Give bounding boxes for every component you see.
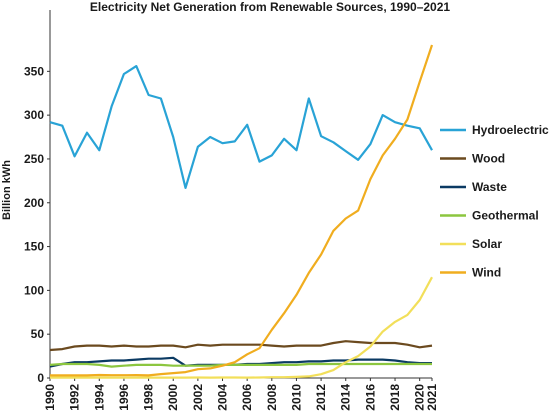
- y-tick-label: 0: [37, 371, 44, 385]
- y-axis-label: Billion kWh: [1, 160, 13, 220]
- series-line: [50, 276, 433, 379]
- legend-label: Wind: [472, 266, 501, 280]
- x-tick-label: 2018: [388, 384, 402, 411]
- x-tick-label: 2006: [240, 384, 254, 411]
- y-tick-label: 100: [24, 283, 44, 297]
- x-tick-label: 2021: [425, 384, 439, 411]
- series-line: [49, 362, 432, 368]
- x-tick-label: 2000: [166, 384, 180, 411]
- y-tick-label: 250: [24, 152, 44, 166]
- x-tick-label: 2008: [265, 384, 279, 411]
- chart-title: Electricity Net Generation from Renewabl…: [90, 0, 450, 14]
- x-tick-label: 1996: [117, 384, 131, 411]
- x-tick-label: 1990: [43, 384, 57, 411]
- x-tick-label: 1992: [68, 384, 82, 411]
- legend-label: Hydroelectric: [472, 123, 549, 137]
- legend-label: Geothermal: [472, 209, 539, 223]
- x-tick-label: 2004: [216, 384, 230, 411]
- legend-label: Waste: [472, 180, 507, 194]
- y-tick-label: 300: [24, 108, 44, 122]
- series-line: [49, 340, 433, 352]
- series-line: [50, 44, 434, 377]
- x-tick-label: 2014: [339, 384, 353, 411]
- x-tick-label: 2016: [363, 384, 377, 411]
- x-tick-label: 1998: [142, 384, 156, 411]
- y-tick-label: 350: [24, 64, 44, 78]
- x-tick-label: 1994: [92, 384, 106, 411]
- x-tick-label: 2002: [191, 384, 205, 411]
- legend-label: Solar: [472, 237, 502, 251]
- x-tick-label: 2020: [413, 384, 427, 411]
- legend-label: Wood: [472, 152, 505, 166]
- series-line: [49, 64, 433, 189]
- y-tick-label: 50: [31, 327, 45, 341]
- y-tick-label: 150: [24, 240, 44, 254]
- x-tick-label: 2010: [289, 384, 303, 411]
- x-tick-label: 2012: [314, 384, 328, 411]
- y-tick-label: 200: [24, 196, 44, 210]
